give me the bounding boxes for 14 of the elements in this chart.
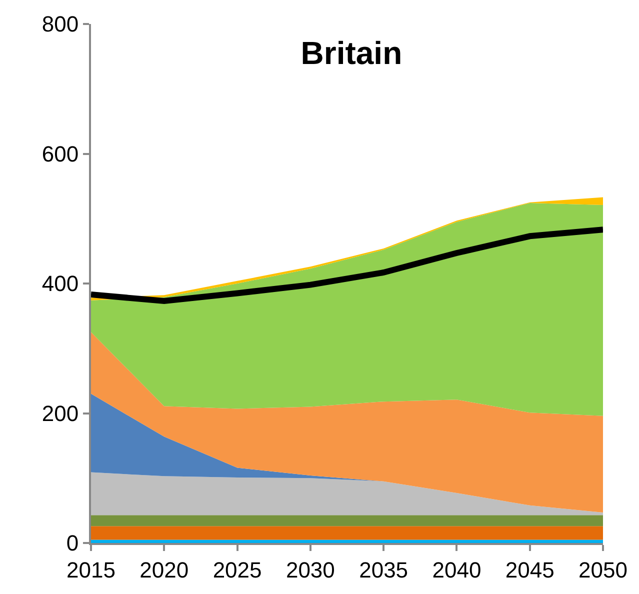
y-tick-label: 800 (42, 12, 79, 37)
y-tick-label: 200 (42, 400, 79, 426)
chart-title: Britain (300, 34, 402, 71)
y-tick-label: 400 (42, 271, 79, 296)
x-tick-label: 2050 (578, 557, 628, 582)
x-tick-label: 2045 (505, 557, 554, 582)
y-tick-label: 0 (66, 530, 79, 556)
x-tick-label: 2015 (66, 557, 116, 582)
x-tick-label: 2020 (140, 557, 189, 582)
y-tick-label: 600 (42, 141, 79, 166)
x-tick-label: 2025 (212, 557, 262, 582)
x-tick-label: 2035 (359, 557, 408, 582)
x-tick-label: 2040 (432, 557, 482, 582)
x-tick-label: 2030 (286, 557, 335, 582)
